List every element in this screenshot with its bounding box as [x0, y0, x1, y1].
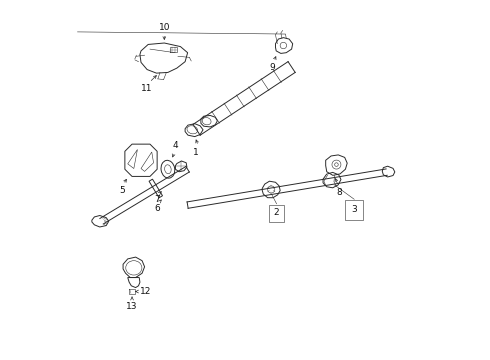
Text: 12: 12 — [140, 287, 151, 296]
Text: 9: 9 — [270, 63, 275, 72]
Text: 13: 13 — [126, 302, 138, 311]
Text: 3: 3 — [351, 205, 357, 214]
Text: 1: 1 — [193, 148, 199, 157]
Text: 2: 2 — [274, 208, 279, 217]
Text: 11: 11 — [141, 84, 152, 93]
Text: 5: 5 — [119, 186, 125, 195]
Text: 10: 10 — [159, 23, 170, 32]
Text: 4: 4 — [172, 141, 178, 150]
Text: 7: 7 — [154, 195, 160, 204]
Text: 8: 8 — [336, 188, 342, 197]
Bar — [345, 201, 363, 220]
Bar — [270, 204, 284, 222]
Text: 6: 6 — [154, 204, 160, 213]
